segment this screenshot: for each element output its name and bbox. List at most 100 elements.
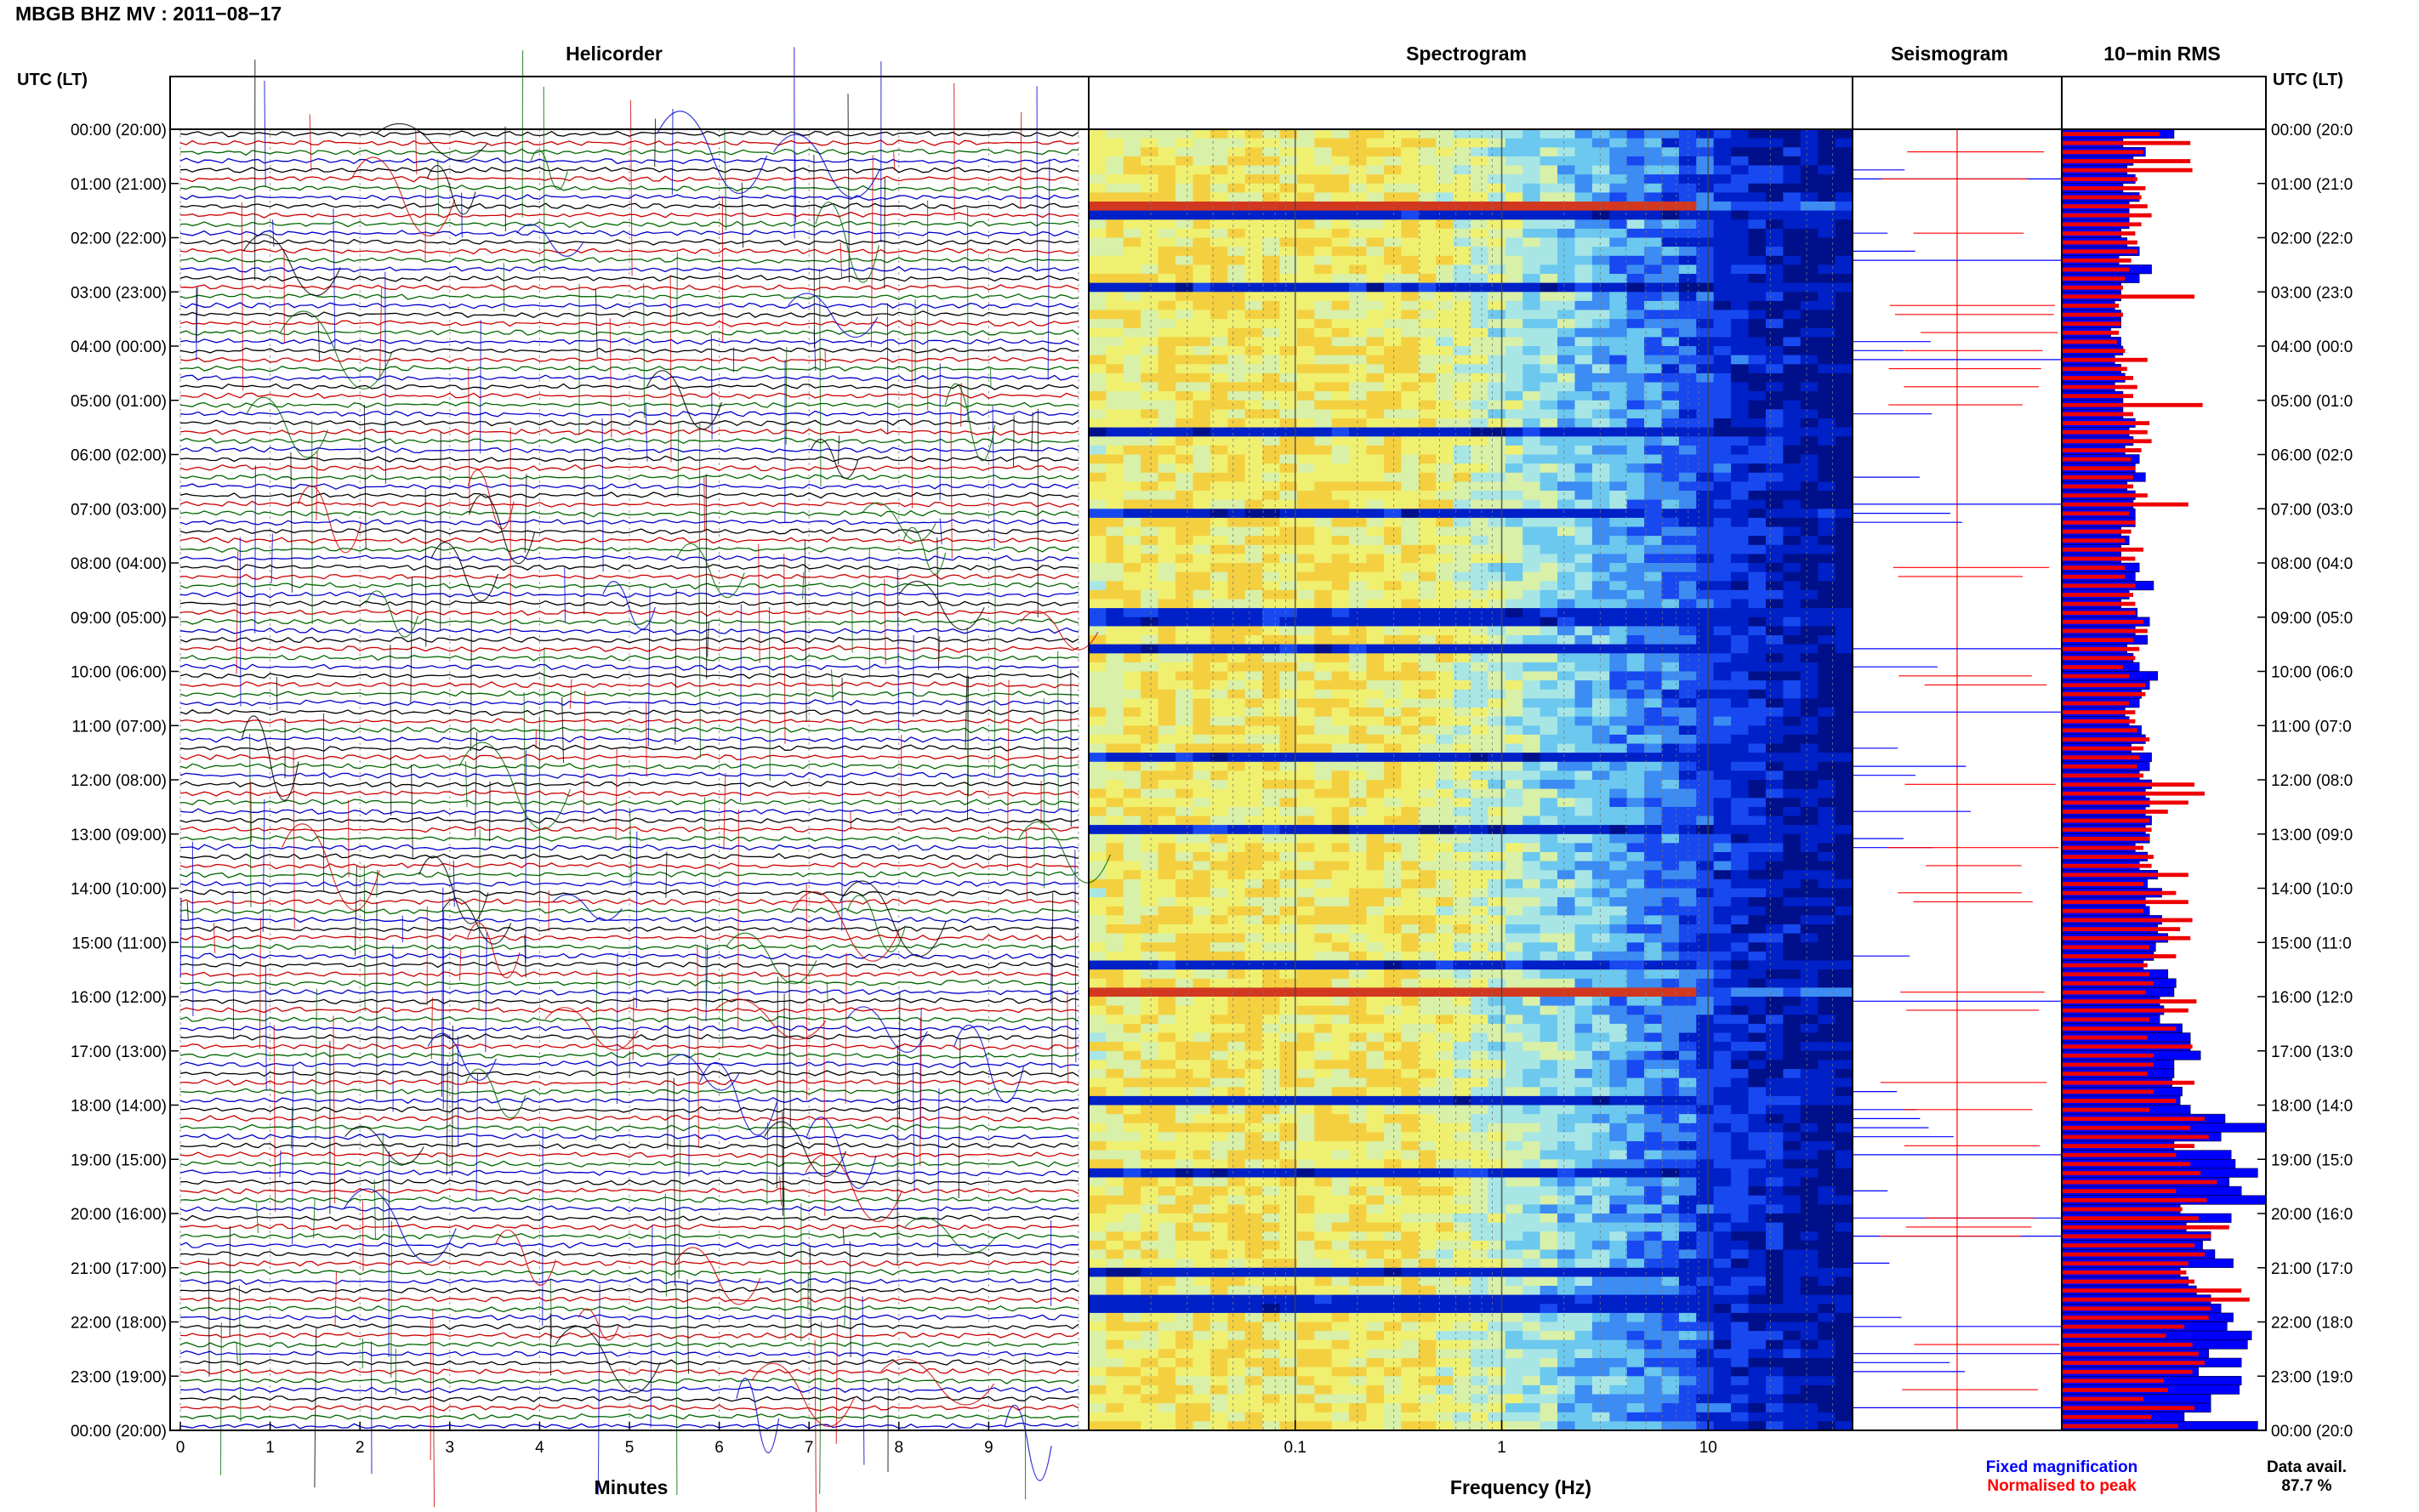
rms-bar-normalised <box>2062 439 2152 444</box>
rms-bar-normalised <box>2062 1351 2199 1356</box>
rms-bar-normalised <box>2062 168 2193 173</box>
rms-bar-normalised <box>2062 249 2137 254</box>
minutes-tick-label: 0 <box>176 1439 185 1457</box>
rms-bar-normalised <box>2062 963 2148 968</box>
rms-bar-normalised <box>2062 782 2194 787</box>
time-tick-right: 00:00 (20:0 <box>2271 1423 2353 1441</box>
legend-normalised-to-peak: Normalised to peak <box>1987 1477 2137 1495</box>
frequency-tick-label: 10 <box>1699 1439 1717 1457</box>
rms-bar-normalised <box>2062 150 2143 155</box>
rms-bar-normalised <box>2062 999 2197 1003</box>
time-tick-left: 05:00 (01:00) <box>71 393 167 411</box>
spectrogram-gridlines <box>1150 129 1833 1430</box>
minutes-tick-label: 2 <box>356 1439 365 1457</box>
rms-bar-normalised <box>2062 1361 2205 1365</box>
rms-bar-normalised <box>2062 1207 2183 1212</box>
time-tick-left: 15:00 (11:00) <box>71 935 167 952</box>
rms-bar-normalised <box>2062 691 2146 696</box>
rms-bar-normalised <box>2062 845 2143 850</box>
time-tick-right: 00:00 (20:0 <box>2271 122 2353 139</box>
time-tick-left: 00:00 (20:00) <box>71 122 167 139</box>
rms-bar-normalised <box>2062 204 2148 208</box>
rms-bar-normalised <box>2062 213 2152 218</box>
rms-bar-normalised <box>2062 990 2146 995</box>
time-tick-right: 16:00 (12:0 <box>2271 989 2353 1007</box>
minutes-tick-label: 5 <box>625 1439 635 1457</box>
rms-bar-normalised <box>2062 890 2177 895</box>
rms-bar-normalised <box>2062 1252 2205 1257</box>
rms-bar-normalised <box>2062 511 2130 516</box>
rms-bar-normalised <box>2062 764 2137 769</box>
x-axis-label-minutes: Minutes <box>595 1476 669 1498</box>
rms-bar-normalised <box>2062 674 2130 679</box>
rms-bar-normalised <box>2062 755 2140 760</box>
time-tick-left: 19:00 (15:00) <box>71 1151 167 1169</box>
minutes-tick-label: 4 <box>535 1439 544 1457</box>
minutes-tick-label: 6 <box>714 1439 724 1457</box>
rms-bar-normalised <box>2062 1369 2193 1374</box>
rms-bar-normalised <box>2062 1044 2193 1049</box>
rms-bar-normalised <box>2062 1270 2187 1275</box>
time-tick-right: 04:00 (00:0 <box>2271 338 2353 356</box>
rms-bar-normalised <box>2062 945 2150 950</box>
rms-bar-normalised <box>2062 1225 2229 1230</box>
time-tick-right: 07:00 (03:0 <box>2271 501 2353 519</box>
rms-bar-normalised <box>2062 1089 2154 1094</box>
rms-bar-normalised <box>2062 1062 2154 1067</box>
rms-bar-normalised <box>2062 882 2143 886</box>
rms-bar-normalised <box>2062 429 2148 435</box>
rms-bar-normalised <box>2062 1152 2177 1157</box>
rms-bar-normalised <box>2062 132 2160 136</box>
rms-bar-normalised <box>2062 1144 2194 1148</box>
rms-bar-normalised <box>2062 1099 2177 1103</box>
rms-bar-normalised <box>2062 873 2188 878</box>
time-tick-right: 10:00 (06:0 <box>2271 664 2353 682</box>
rms-bar-normalised <box>2062 222 2142 227</box>
time-tick-right: 14:00 (10:0 <box>2271 881 2353 899</box>
rms-bar-normalised <box>2062 972 2150 977</box>
rms-bar-normalised <box>2062 791 2205 796</box>
rms-bar-normalised <box>2062 1197 2207 1202</box>
rms-bar-normalised <box>2062 267 2130 272</box>
rms-bar-normalised <box>2062 728 2137 733</box>
time-tick-left: 18:00 (14:00) <box>71 1098 167 1116</box>
time-tick-right: 15:00 (11:0 <box>2271 935 2352 952</box>
rms-bar-normalised <box>2062 900 2188 905</box>
rms-bar-normalised <box>2062 185 2146 190</box>
rms-bar-normalised <box>2062 304 2120 308</box>
rms-bar-normalised <box>2062 601 2136 606</box>
rms-bar-normalised <box>2062 1017 2150 1022</box>
rms-bar-normalised <box>2062 258 2132 263</box>
rms-bar-normalised <box>2062 285 2123 290</box>
time-tick-right: 02:00 (22:0 <box>2271 230 2353 248</box>
rms-bar-normalised <box>2062 1378 2164 1384</box>
time-axis-label-left: UTC (LT) <box>17 71 88 89</box>
rms-bar-normalised <box>2062 1306 2211 1311</box>
time-tick-left: 16:00 (12:00) <box>71 989 167 1007</box>
time-tick-right: 20:00 (16:0 <box>2271 1206 2353 1224</box>
time-tick-right: 23:00 (19:0 <box>2271 1368 2353 1386</box>
rms-bar-normalised <box>2062 1388 2168 1392</box>
rms-bar-normalised <box>2062 339 2117 344</box>
rms-bar-normalised <box>2062 1216 2199 1220</box>
helicorder-title: Helicorder <box>566 43 663 65</box>
seismogram-title: Seismogram <box>1891 43 2008 65</box>
rms-bar-normalised <box>2062 421 2150 425</box>
rms-bar-normalised <box>2062 448 2142 452</box>
rms-bar-normalised <box>2062 665 2123 669</box>
time-tick-left: 09:00 (05:00) <box>71 610 167 628</box>
rms-bar-normalised <box>2062 954 2177 958</box>
rms-bar-normalised <box>2062 1424 2178 1429</box>
time-tick-left: 07:00 (03:00) <box>71 501 167 519</box>
time-tick-right: 11:00 (07:0 <box>2271 718 2352 736</box>
rms-bar-normalised <box>2062 294 2194 299</box>
rms-bar-normalised <box>2062 918 2193 923</box>
time-tick-left: 04:00 (00:00) <box>71 338 167 356</box>
time-tick-left: 22:00 (18:00) <box>71 1315 167 1333</box>
time-tick-left: 00:00 (20:00) <box>71 1423 167 1441</box>
rms-bar-normalised <box>2062 1125 2191 1130</box>
time-tick-right: 19:00 (15:0 <box>2271 1151 2353 1169</box>
rms-bar-normalised <box>2062 231 2136 236</box>
rms-bar-normalised <box>2062 321 2121 327</box>
rms-bar-normalised <box>2062 683 2146 688</box>
